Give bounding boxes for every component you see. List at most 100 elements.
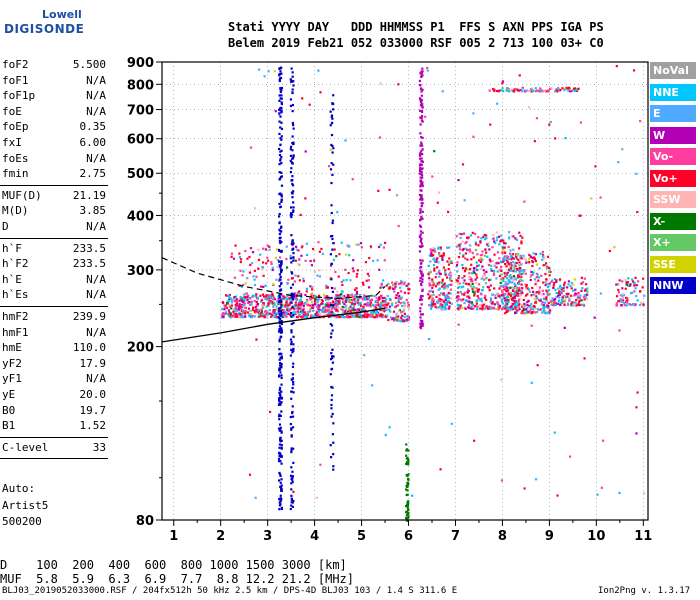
streak-point bbox=[421, 67, 424, 70]
streak-point bbox=[280, 507, 284, 511]
echo-point bbox=[368, 286, 371, 289]
echo-point bbox=[518, 289, 521, 292]
echo-point bbox=[553, 298, 557, 301]
echo-point bbox=[495, 239, 498, 242]
echo-point bbox=[333, 307, 336, 310]
echo-point bbox=[233, 276, 236, 279]
echo-point bbox=[438, 275, 441, 278]
echo-point bbox=[260, 310, 263, 313]
echo-point bbox=[398, 309, 401, 312]
echo-point bbox=[256, 302, 260, 306]
echo-point bbox=[294, 312, 297, 315]
streak-point bbox=[331, 151, 334, 154]
streak-point bbox=[289, 154, 293, 157]
streak-point bbox=[406, 493, 409, 496]
param-value: N/A bbox=[86, 89, 106, 103]
echo-point bbox=[509, 308, 513, 311]
echo-point bbox=[407, 307, 411, 310]
echo-point bbox=[379, 304, 382, 307]
param-value: 20.0 bbox=[79, 388, 107, 401]
streak-point bbox=[290, 329, 293, 332]
echo-point bbox=[475, 276, 479, 279]
echo-point bbox=[227, 300, 230, 303]
echo-point bbox=[498, 243, 501, 246]
streak-point bbox=[421, 280, 424, 283]
echo-point bbox=[529, 308, 532, 311]
echo-point bbox=[345, 315, 348, 319]
echo-point bbox=[348, 254, 351, 257]
echo-point bbox=[500, 378, 503, 381]
echo-point bbox=[296, 315, 299, 318]
echo-point bbox=[546, 282, 549, 286]
echo-point bbox=[492, 87, 495, 91]
streak-point bbox=[278, 340, 281, 343]
streak-point bbox=[419, 319, 423, 322]
echo-point bbox=[570, 302, 573, 305]
streak-point bbox=[406, 519, 409, 522]
echo-point bbox=[304, 197, 307, 200]
echo-point bbox=[237, 312, 240, 316]
echo-point bbox=[400, 318, 404, 321]
legend-item-sse: SSE bbox=[650, 255, 696, 273]
echo-point bbox=[583, 277, 586, 280]
echo-point bbox=[295, 248, 299, 251]
echo-point bbox=[509, 276, 512, 279]
echo-point bbox=[461, 276, 464, 280]
echo-point bbox=[506, 303, 509, 306]
echo-point bbox=[234, 244, 237, 247]
param-value: 1.52 bbox=[79, 419, 107, 433]
echo-point bbox=[625, 281, 628, 284]
echo-point bbox=[505, 285, 508, 288]
echo-point bbox=[391, 281, 394, 284]
echo-point bbox=[442, 287, 446, 290]
echo-point bbox=[403, 315, 406, 318]
echo-point bbox=[239, 258, 243, 261]
echo-point bbox=[503, 262, 507, 266]
echo-point bbox=[439, 246, 442, 249]
echo-point bbox=[273, 70, 276, 73]
streak-point bbox=[329, 444, 332, 447]
param-row: hmF1 N/A bbox=[2, 326, 106, 340]
echo-point bbox=[501, 260, 504, 263]
echo-point bbox=[537, 308, 540, 312]
streak-point bbox=[290, 340, 293, 344]
param-value: 33 bbox=[92, 440, 106, 454]
echo-point bbox=[443, 302, 446, 305]
echo-point bbox=[361, 299, 364, 302]
streak-point bbox=[280, 314, 283, 317]
echo-point bbox=[471, 290, 475, 293]
echo-point bbox=[532, 271, 535, 274]
echo-point bbox=[254, 294, 257, 297]
echo-point bbox=[483, 272, 486, 275]
echo-point bbox=[225, 306, 229, 309]
streak-point bbox=[330, 394, 334, 397]
streak-point bbox=[289, 474, 293, 477]
streak-point bbox=[278, 328, 281, 331]
streak-point bbox=[278, 296, 281, 299]
echo-point bbox=[244, 249, 247, 253]
echo-point bbox=[337, 275, 340, 278]
echo-point bbox=[344, 268, 347, 271]
echo-point bbox=[461, 263, 464, 267]
echo-point bbox=[505, 292, 508, 296]
echo-point bbox=[338, 300, 341, 303]
streak-point bbox=[280, 431, 283, 434]
echo-point bbox=[393, 317, 397, 320]
echo-point bbox=[336, 294, 339, 297]
streak-point bbox=[420, 90, 423, 93]
echo-point bbox=[544, 283, 547, 287]
echo-point bbox=[357, 303, 360, 306]
echo-point bbox=[518, 231, 521, 234]
echo-point bbox=[626, 296, 629, 300]
streak-point bbox=[279, 365, 283, 368]
echo-point bbox=[428, 290, 431, 293]
echo-point bbox=[501, 80, 505, 83]
echo-point bbox=[376, 315, 379, 319]
echo-point bbox=[248, 300, 251, 304]
echo-point bbox=[410, 494, 414, 497]
echo-point bbox=[361, 297, 364, 300]
echo-point bbox=[291, 277, 294, 280]
echo-point bbox=[267, 294, 271, 297]
param-row: h`F 233.5 bbox=[2, 242, 106, 256]
echo-point bbox=[374, 300, 377, 303]
